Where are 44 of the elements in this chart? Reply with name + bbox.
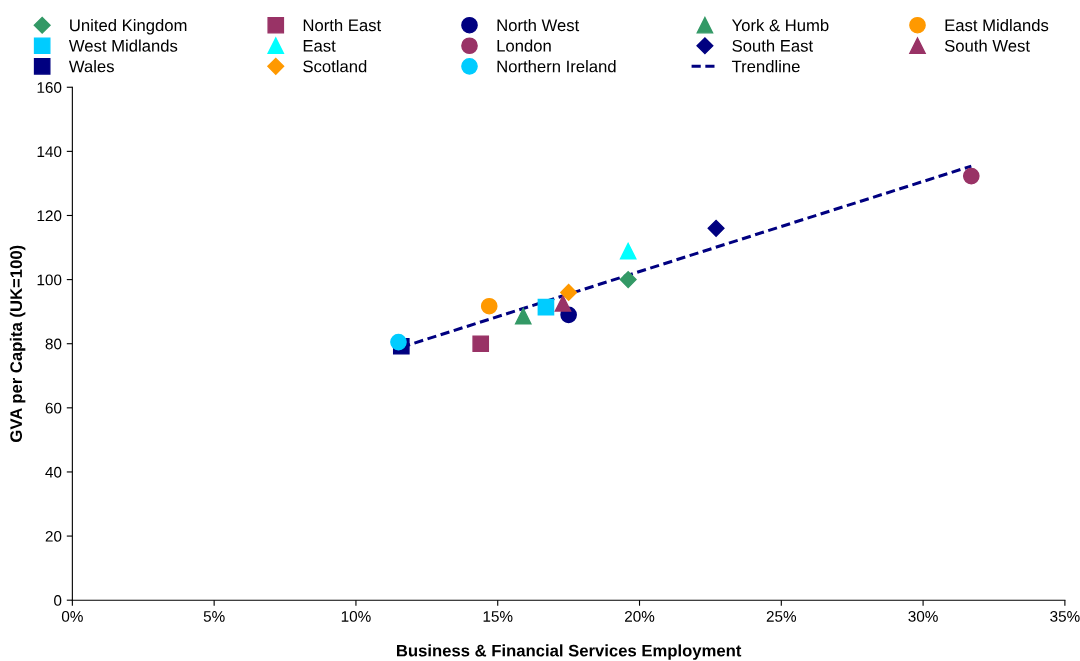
y-tick-label: 140: [37, 146, 62, 158]
x-axis-title: Business & Financial Services Employment: [397, 644, 742, 660]
point: [962, 167, 980, 185]
legend-label: North West: [497, 18, 580, 32]
y-axis-title: GVA per Capita (UK=100): [9, 245, 26, 442]
y-tick-label: 60: [45, 402, 62, 414]
y-tick-label: 0: [54, 595, 62, 606]
legend-label: East Midlands: [945, 18, 1049, 32]
legend-label: South East: [732, 39, 813, 52]
legend-label: Northern Ireland: [497, 60, 616, 73]
x-tick-label: 35%: [1050, 611, 1080, 622]
legend-label: West Midlands: [68, 39, 178, 52]
point: [537, 298, 555, 316]
y-tick-label: 100: [37, 274, 62, 286]
point: [472, 335, 490, 353]
legend-label: Scotland: [303, 60, 367, 73]
point: [560, 283, 578, 301]
legend-label: Wales: [68, 60, 114, 73]
point: [514, 307, 532, 325]
x-tick-label: 10%: [341, 611, 371, 622]
y-tick-label: 40: [45, 466, 62, 478]
legend-label: North East: [303, 18, 382, 32]
point: [554, 294, 572, 312]
legend-label: East: [303, 40, 336, 52]
point: [619, 271, 637, 289]
legend-label: Trendline: [731, 60, 800, 73]
legend-label: London: [497, 39, 551, 52]
x-tick-label: 5%: [203, 611, 225, 622]
y-tick-label: 20: [45, 530, 62, 542]
x-tick-label: 0%: [61, 611, 83, 622]
legend-label: South West: [944, 39, 1030, 52]
x-tick-label: 30%: [908, 611, 938, 622]
point: [480, 297, 498, 315]
x-tick-label: 20%: [624, 611, 655, 622]
point: [390, 333, 407, 351]
x-tick-label: 15%: [483, 611, 513, 622]
x-tick-label: 25%: [766, 611, 797, 622]
y-tick-label: 160: [37, 82, 62, 93]
point: [619, 242, 637, 260]
legend-label: United Kingdom: [70, 18, 187, 35]
point: [707, 219, 725, 237]
y-tick-label: 80: [45, 338, 62, 350]
y-tick-label: 120: [37, 210, 62, 222]
legend-label: York & Humb: [731, 18, 829, 32]
